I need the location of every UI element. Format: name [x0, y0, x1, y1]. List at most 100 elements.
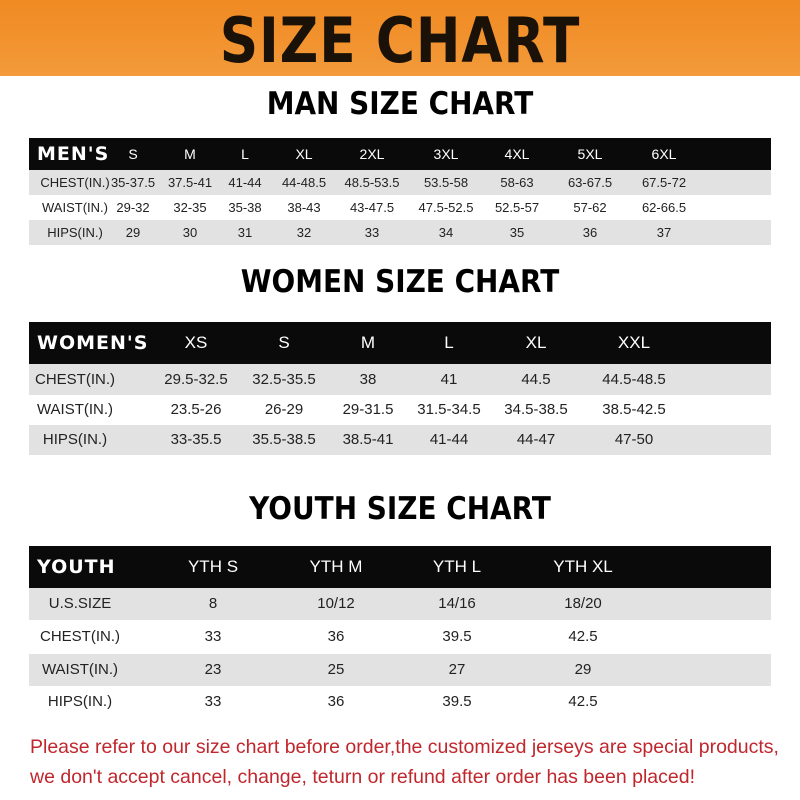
measurement-cell: 43-47.5 — [349, 200, 395, 215]
measurement-cell: 23 — [204, 661, 222, 678]
measurement-cell: 33 — [204, 628, 222, 645]
size-header-cell: XXL — [617, 333, 651, 352]
measurement-cell: 33-35.5 — [170, 431, 222, 448]
measurement-cell: 38.5-41 — [342, 431, 394, 448]
measurement-cell: 63-67.5 — [567, 175, 613, 190]
header-row: WOMEN'S XS S M L XL XXL — [29, 322, 771, 364]
table-row: CHEST(IN.) 33 36 39.5 42.5 — [29, 620, 771, 654]
measurement-cell: 36 — [327, 693, 345, 710]
measurement-cell: 62-66.5 — [641, 200, 687, 215]
row-label: HIPS(IN.) — [47, 693, 113, 710]
measurement-cell: 25 — [327, 661, 345, 678]
measurement-cell: 35-37.5 — [110, 175, 156, 190]
size-header-cell: S — [278, 333, 290, 352]
header-row: MEN'S S M L XL 2XL 3XL 4XL 5XL 6XL — [29, 138, 771, 170]
table-row: CHEST(IN.) 29.5-32.5 32.5-35.5 38 41 44.5 44.5… — [29, 364, 771, 395]
youth-section-title: YOUTH SIZE CHART — [249, 491, 551, 527]
measurement-cell: 58-63 — [500, 175, 534, 190]
measurement-cell: 41-44 — [429, 431, 469, 448]
men-section-title: MAN SIZE CHART — [266, 86, 534, 122]
measurement-cell: 31 — [237, 225, 253, 240]
table-title-cell: YOUTH — [37, 556, 116, 578]
measurement-cell: 29 — [574, 661, 592, 678]
size-header-cell: S — [128, 146, 138, 162]
measurement-cell: 39.5 — [442, 628, 472, 645]
measurement-cell: 26-29 — [264, 401, 304, 418]
measurement-cell: 32 — [296, 225, 312, 240]
row-label: WAIST(IN.) — [42, 200, 108, 215]
measurement-cell: 39.5 — [442, 693, 472, 710]
size-header-cell: L — [444, 333, 454, 352]
measurement-cell: 52.5-57 — [494, 200, 540, 215]
measurement-cell: 41 — [440, 371, 458, 388]
measurement-cell: 38 — [359, 371, 377, 388]
measurement-cell: 34 — [438, 225, 454, 240]
table-title-cell: MEN'S — [37, 143, 110, 165]
size-header-cell: M — [184, 146, 196, 162]
size-header-cell: XL — [295, 146, 313, 162]
row-label: WAIST(IN.) — [41, 661, 119, 678]
row-label: WAIST(IN.) — [36, 401, 114, 418]
size-header-cell: 2XL — [359, 146, 385, 162]
size-header-cell: XS — [184, 333, 208, 352]
size-header-cell: YTH XL — [553, 557, 613, 576]
measurement-cell: 29.5-32.5 — [164, 371, 228, 388]
measurement-cell: 18/20 — [564, 595, 602, 612]
table-row: WAIST(IN.) 23 25 27 29 — [29, 654, 771, 686]
measurement-cell: 14/16 — [438, 595, 476, 612]
measurement-cell: 67.5-72 — [641, 175, 687, 190]
notice-text: Please refer to our size chart before or… — [30, 732, 790, 792]
measurement-cell: 41-44 — [228, 175, 262, 190]
measurement-cell: 33 — [204, 693, 222, 710]
measurement-cell: 47.5-52.5 — [418, 200, 474, 215]
measurement-cell: 44-48.5 — [281, 175, 327, 190]
size-header-cell: 5XL — [577, 146, 603, 162]
measurement-cell: 10/12 — [317, 595, 355, 612]
size-header-cell: XL — [525, 333, 547, 352]
table-row: HIPS(IN.) 29 30 31 32 33 34 35 36 37 — [29, 220, 771, 245]
banner-title: SIZE CHART — [219, 4, 581, 77]
measurement-cell: 32-35 — [173, 200, 207, 215]
measurement-cell: 42.5 — [568, 693, 598, 710]
table-row: HIPS(IN.) 33 36 39.5 42.5 — [29, 686, 771, 718]
measurement-cell: 36 — [582, 225, 598, 240]
measurement-cell: 37 — [656, 225, 672, 240]
size-header-cell: 6XL — [651, 146, 677, 162]
table-title-cell: WOMEN'S — [37, 332, 149, 354]
measurement-cell: 33 — [364, 225, 380, 240]
measurement-cell: 29 — [125, 225, 141, 240]
table-row: CHEST(IN.) 35-37.5 37.5-41 41-44 44-48.5 48.5… — [29, 170, 771, 195]
measurement-cell: 57-62 — [573, 200, 607, 215]
measurement-cell: 8 — [208, 595, 218, 612]
measurement-cell: 23.5-26 — [170, 401, 222, 418]
measurement-cell: 38.5-42.5 — [602, 401, 666, 418]
notice-line-1: Please refer to our size chart before or… — [30, 736, 779, 758]
measurement-cell: 44.5 — [521, 371, 551, 388]
row-label: CHEST(IN.) — [40, 175, 110, 190]
header-row: YOUTH YTH S YTH M YTH L YTH XL — [29, 546, 771, 588]
table-row: U.S.SIZE 8 10/12 14/16 18/20 — [29, 588, 771, 620]
measurement-cell: 35-38 — [228, 200, 262, 215]
size-header-cell: YTH S — [187, 557, 239, 576]
measurement-cell: 42.5 — [568, 628, 598, 645]
measurement-cell: 44.5-48.5 — [602, 371, 666, 388]
youth-size-table: YOUTH YTH S YTH M YTH L YTH XL U.S.SIZE 8 10/12… — [29, 546, 771, 718]
table-row: WAIST(IN.) 23.5-26 26-29 29-31.5 31.5-34.5 34… — [29, 395, 771, 425]
measurement-cell: 47-50 — [614, 431, 654, 448]
women-size-table: WOMEN'S XS S M L XL XXL CHEST(IN.) 29.5-32.5 32.5… — [29, 322, 771, 455]
measurement-cell: 48.5-53.5 — [344, 175, 400, 190]
measurement-cell: 27 — [448, 661, 466, 678]
row-label: CHEST(IN.) — [35, 371, 115, 388]
size-header-cell: M — [360, 333, 376, 352]
measurement-cell: 38-43 — [287, 200, 321, 215]
row-label: HIPS(IN.) — [42, 431, 108, 448]
measurement-cell: 37.5-41 — [167, 175, 213, 190]
measurement-cell: 29-32 — [116, 200, 150, 215]
measurement-cell: 44-47 — [516, 431, 556, 448]
notice-line-2: we don't accept cancel, change, teturn o… — [30, 766, 695, 788]
men-size-table: MEN'S S M L XL 2XL 3XL 4XL 5XL 6XL CHEST(IN.) 35-37… — [29, 138, 771, 245]
table-row: WAIST(IN.) 29-32 32-35 35-38 38-43 43-47.5 47.… — [29, 195, 771, 220]
size-header-cell: YTH M — [309, 557, 363, 576]
measurement-cell: 34.5-38.5 — [504, 401, 568, 418]
size-header-cell: L — [241, 146, 249, 162]
